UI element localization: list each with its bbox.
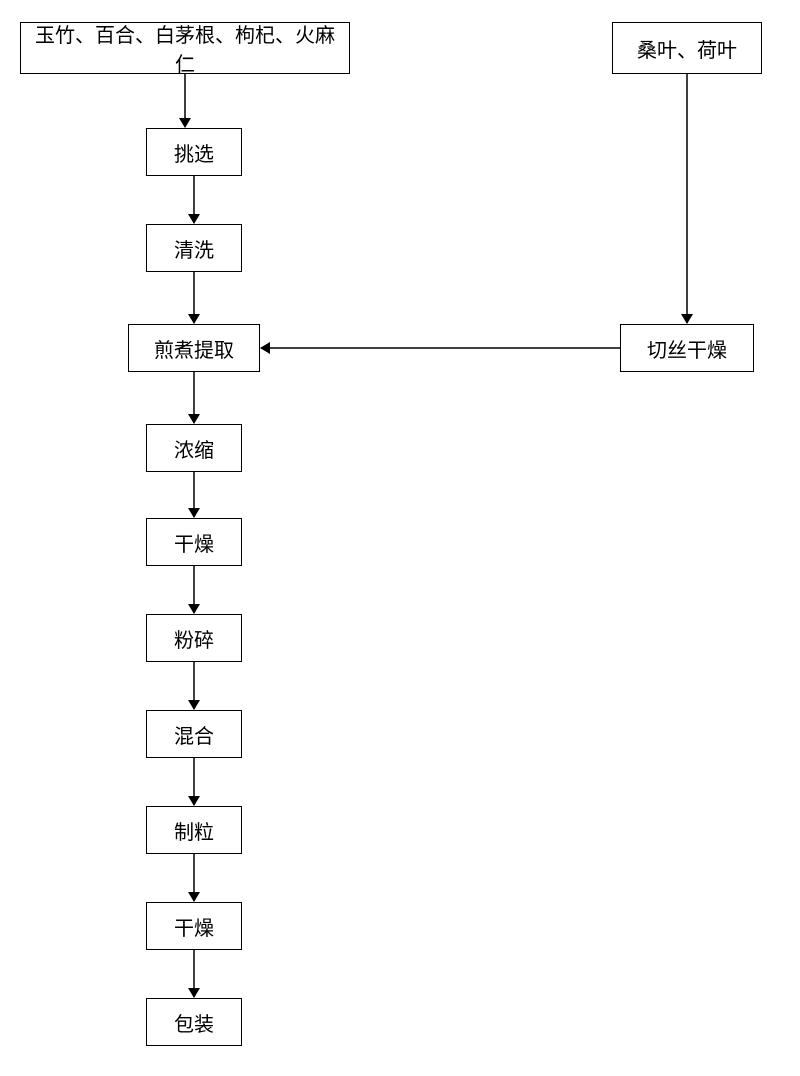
node-pulverize: 粉碎 bbox=[146, 614, 242, 662]
node-mix: 混合 bbox=[146, 710, 242, 758]
node-label: 清洗 bbox=[174, 234, 214, 263]
node-ingredients-main: 玉竹、百合、白茅根、枸杞、火麻仁 bbox=[20, 22, 350, 74]
flowchart-arrows bbox=[0, 0, 800, 1076]
node-label: 玉竹、百合、白茅根、枸杞、火麻仁 bbox=[27, 19, 343, 77]
node-label: 包装 bbox=[174, 1008, 214, 1037]
node-label: 桑叶、荷叶 bbox=[637, 34, 737, 63]
node-label: 制粒 bbox=[174, 816, 214, 845]
node-select: 挑选 bbox=[146, 128, 242, 176]
node-label: 干燥 bbox=[174, 912, 214, 941]
node-label: 挑选 bbox=[174, 138, 214, 167]
node-label: 干燥 bbox=[174, 528, 214, 557]
node-package: 包装 bbox=[146, 998, 242, 1046]
node-concentrate: 浓缩 bbox=[146, 424, 242, 472]
node-label: 浓缩 bbox=[174, 434, 214, 463]
node-dry-2: 干燥 bbox=[146, 902, 242, 950]
node-label: 粉碎 bbox=[174, 624, 214, 653]
node-label: 混合 bbox=[174, 720, 214, 749]
node-label: 煎煮提取 bbox=[154, 334, 234, 363]
node-shred-dry: 切丝干燥 bbox=[620, 324, 754, 372]
flowchart-canvas: 玉竹、百合、白茅根、枸杞、火麻仁 挑选 清洗 煎煮提取 浓缩 干燥 粉碎 混合 … bbox=[0, 0, 800, 1076]
node-decoct-extract: 煎煮提取 bbox=[128, 324, 260, 372]
node-granulate: 制粒 bbox=[146, 806, 242, 854]
node-dry-1: 干燥 bbox=[146, 518, 242, 566]
node-wash: 清洗 bbox=[146, 224, 242, 272]
node-ingredients-side: 桑叶、荷叶 bbox=[612, 22, 762, 74]
node-label: 切丝干燥 bbox=[647, 334, 727, 363]
